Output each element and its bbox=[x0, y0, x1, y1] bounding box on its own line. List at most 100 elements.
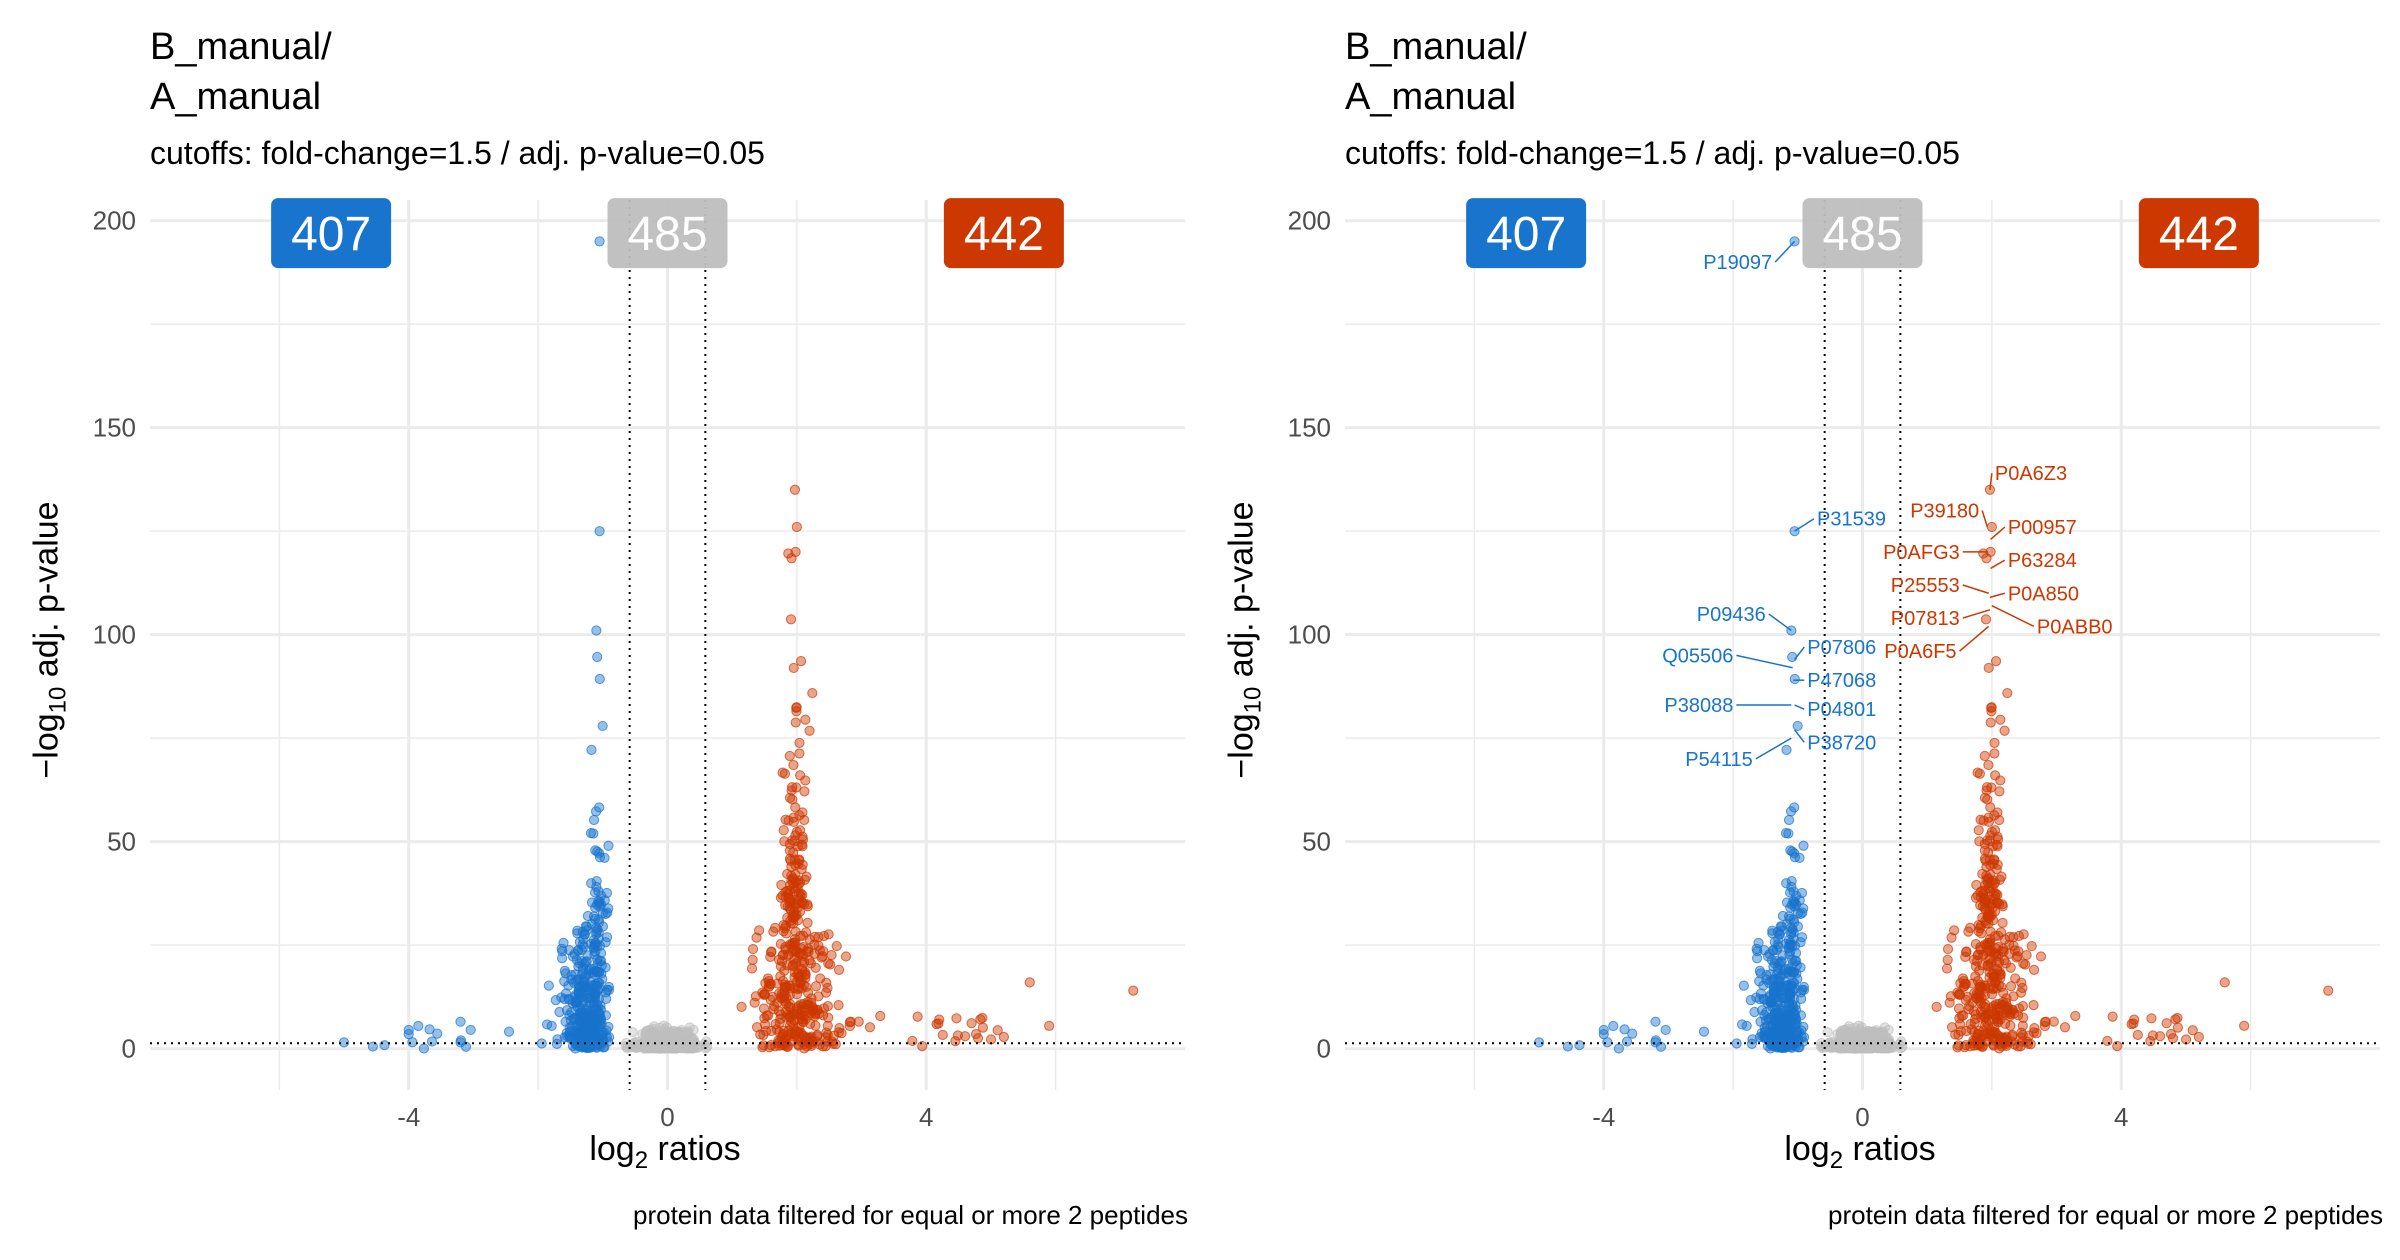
data-point-up bbox=[1992, 807, 2003, 818]
y-tick-label: 100 bbox=[1288, 620, 1331, 650]
data-point-down bbox=[543, 980, 554, 991]
label-leader-line bbox=[1989, 473, 1993, 490]
chart-title: B_manual/A_manual bbox=[150, 26, 332, 118]
data-point-down bbox=[1753, 937, 1764, 948]
data-point-up bbox=[793, 972, 804, 983]
data-point-up bbox=[794, 825, 806, 836]
protein-label: Q05506 bbox=[1662, 645, 1733, 667]
count-label-ns: 485 bbox=[1822, 208, 1902, 261]
data-point-up bbox=[1968, 1006, 1979, 1017]
label-leader-line bbox=[1774, 240, 1796, 263]
x-axis-label: log2 ratios bbox=[1784, 1130, 1936, 1174]
data-point-up bbox=[2026, 940, 2037, 952]
data-point-down bbox=[1608, 1020, 1619, 1032]
x-tick-label: 4 bbox=[919, 1102, 933, 1132]
data-point-up bbox=[791, 702, 802, 713]
data-point-up bbox=[1941, 963, 1953, 974]
data-point-up bbox=[1999, 934, 2010, 945]
data-point-up bbox=[1997, 901, 2008, 912]
data-point-up bbox=[793, 875, 804, 886]
data-point-up bbox=[1985, 802, 1996, 813]
data-point-down bbox=[594, 1009, 605, 1020]
data-point-down bbox=[1789, 802, 1800, 813]
data-point-down bbox=[1788, 1033, 1799, 1044]
data-point-up bbox=[1988, 1000, 1999, 1012]
data-point-down bbox=[455, 1016, 466, 1027]
data-point-down bbox=[1786, 967, 1797, 978]
data-point-down bbox=[603, 840, 614, 851]
data-point-down bbox=[556, 943, 567, 954]
data-point-down bbox=[1627, 1028, 1638, 1039]
data-point-down bbox=[591, 1019, 602, 1030]
protein-label: P00957 bbox=[2008, 517, 2077, 539]
data-point-down bbox=[603, 981, 615, 993]
data-point-down bbox=[1783, 828, 1794, 839]
data-point-down bbox=[554, 1006, 565, 1018]
data-point-up bbox=[1970, 1013, 1981, 1025]
y-tick-label: 50 bbox=[1302, 827, 1331, 857]
count-badge-up bbox=[943, 198, 1064, 269]
data-point-ns bbox=[634, 1039, 646, 1051]
data-point-down bbox=[1789, 673, 1800, 685]
data-point-down bbox=[1797, 907, 1808, 918]
data-point-up bbox=[791, 826, 803, 838]
data-point-down bbox=[581, 956, 592, 967]
data-point-up bbox=[1980, 614, 1992, 625]
data-point-up bbox=[875, 1010, 886, 1022]
data-point-up bbox=[826, 949, 837, 961]
count-badge-ns bbox=[607, 198, 728, 269]
data-point-up bbox=[792, 984, 803, 995]
data-point-down bbox=[1791, 960, 1802, 971]
data-point-up bbox=[779, 965, 790, 976]
data-point-down bbox=[1754, 976, 1765, 987]
data-point-down bbox=[1756, 1005, 1768, 1016]
volcano-plot-area: -4 0 4 0 50 100 150 200 407 485 442 bbox=[93, 198, 1185, 1132]
data-point-up bbox=[773, 1006, 784, 1017]
data-point-down bbox=[1785, 980, 1797, 991]
data-point-up bbox=[2013, 946, 2024, 957]
data-point-up bbox=[791, 521, 802, 533]
data-point-up bbox=[1978, 815, 1989, 826]
data-point-up bbox=[791, 706, 802, 717]
data-point-up bbox=[1987, 984, 1998, 995]
data-point-up bbox=[825, 959, 836, 970]
data-point-up bbox=[2039, 1020, 2051, 1032]
data-point-down bbox=[1783, 935, 1794, 946]
data-point-up bbox=[2239, 1020, 2250, 1031]
data-point-down bbox=[418, 1043, 429, 1054]
data-point-down bbox=[1598, 1029, 1609, 1040]
data-point-up bbox=[818, 946, 829, 957]
data-point-up bbox=[2018, 929, 2029, 940]
data-point-down bbox=[1798, 840, 1809, 851]
data-point-up bbox=[787, 873, 798, 884]
data-point-up bbox=[1982, 782, 1993, 793]
data-point-up bbox=[2013, 1010, 2024, 1021]
data-point-up bbox=[802, 917, 813, 928]
data-point-down bbox=[1745, 995, 1756, 1006]
volcano-panel-1: B_manual/A_manual cutoffs: fold-change=1… bbox=[28, 26, 1188, 1230]
data-point-up bbox=[2031, 1028, 2042, 1039]
data-point-down bbox=[1787, 651, 1798, 663]
data-point-down bbox=[1562, 1041, 1573, 1052]
data-point-up bbox=[833, 1000, 844, 1011]
protein-label: P0A850 bbox=[2008, 583, 2079, 605]
data-point-up bbox=[966, 1018, 977, 1029]
data-point-up bbox=[787, 782, 798, 793]
data-point-up bbox=[804, 934, 815, 945]
data-point-down bbox=[590, 988, 601, 999]
data-point-up bbox=[1931, 1001, 1942, 1012]
data-point-up bbox=[1979, 898, 1990, 909]
data-point-up bbox=[950, 1036, 961, 1047]
data-point-down bbox=[592, 940, 603, 952]
data-point-up bbox=[834, 1023, 845, 1034]
data-point-up bbox=[934, 1014, 945, 1025]
count-badge-down bbox=[1466, 198, 1587, 269]
data-point-up bbox=[2004, 931, 2015, 942]
data-point-up bbox=[1990, 770, 2001, 781]
data-point-ns bbox=[658, 1020, 669, 1031]
data-point-up bbox=[807, 687, 818, 699]
data-point-up bbox=[790, 717, 801, 728]
data-point-down bbox=[599, 852, 610, 863]
data-point-up bbox=[788, 847, 799, 858]
data-point-down bbox=[455, 1037, 466, 1048]
